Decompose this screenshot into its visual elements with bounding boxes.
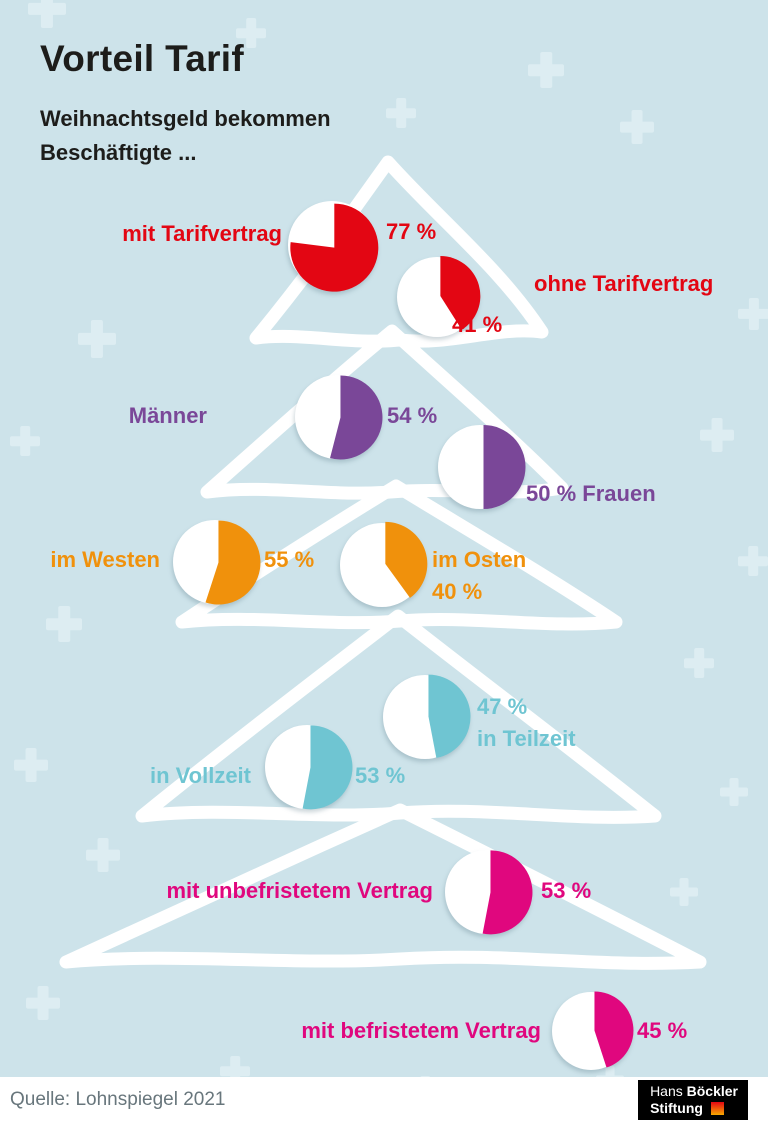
pie-value: 53 % bbox=[355, 763, 406, 788]
footer: Quelle: Lohnspiegel 2021 Hans Böckler St… bbox=[0, 1077, 768, 1123]
pie-value: 45 % bbox=[637, 1018, 688, 1043]
pie-chart-3 bbox=[438, 425, 526, 509]
logo-line-2: Stiftung bbox=[650, 1100, 738, 1117]
logo-color-mark-icon bbox=[710, 1102, 724, 1115]
pie-chart-6 bbox=[383, 674, 471, 759]
pie-chart-2 bbox=[295, 375, 383, 460]
pie-value: 54 % bbox=[387, 403, 438, 428]
pie-value: 53 % bbox=[541, 878, 592, 903]
pie-slice bbox=[385, 521, 428, 598]
logo-line-1: Hans Böckler bbox=[650, 1083, 738, 1100]
logo-word-boeckler: Böckler bbox=[686, 1083, 738, 1099]
pie-chart-0 bbox=[288, 201, 379, 292]
header: Vorteil Tarif Weihnachtsgeld bekommen Be… bbox=[40, 38, 331, 170]
pie-label: in Teilzeit bbox=[477, 726, 576, 751]
pie-slice bbox=[428, 674, 471, 758]
pie-chart-1 bbox=[397, 256, 481, 337]
pie-value-and-label: 50 % Frauen bbox=[526, 481, 656, 507]
pie-slice bbox=[330, 375, 383, 460]
logo-word-stiftung: Stiftung bbox=[650, 1100, 703, 1116]
pie-slice bbox=[483, 425, 526, 509]
pie-label: im Osten bbox=[432, 547, 527, 572]
pie-slice bbox=[482, 850, 533, 935]
source-text: Quelle: Lohnspiegel 2021 bbox=[10, 1089, 226, 1110]
pie-slice bbox=[290, 203, 379, 292]
logo-word-hans: Hans bbox=[650, 1083, 683, 1099]
pie-chart-5 bbox=[340, 521, 428, 607]
pie-label: mit unbefristetem Vertrag bbox=[166, 878, 433, 903]
pie-slice bbox=[594, 991, 634, 1068]
pie-value: 55 % bbox=[264, 547, 315, 572]
pie-label: Frauen bbox=[582, 481, 656, 506]
pie-label: in Vollzeit bbox=[149, 763, 251, 788]
pie-value: 41 % bbox=[452, 312, 503, 337]
pie-chart-4 bbox=[173, 520, 261, 605]
pie-value: 77 % bbox=[386, 219, 437, 244]
pie-value: 47 % bbox=[477, 694, 528, 719]
pie-slice bbox=[302, 725, 353, 810]
pie-chart-8 bbox=[445, 850, 533, 935]
subtitle-line-2: Beschäftigte ... bbox=[40, 140, 197, 165]
pie-label: ohne Tarifvertrag bbox=[534, 271, 714, 296]
pie-slice bbox=[205, 520, 261, 605]
pie-chart-7 bbox=[265, 725, 353, 810]
page-subtitle: Weihnachtsgeld bekommen Beschäftigte ... bbox=[40, 102, 331, 170]
pie-value: 40 % bbox=[432, 579, 483, 604]
pie-label: im Westen bbox=[50, 547, 160, 572]
pie-slice bbox=[440, 256, 481, 330]
pie-label: mit befristetem Vertrag bbox=[301, 1018, 541, 1043]
pie-label: mit Tarifvertrag bbox=[122, 221, 282, 246]
subtitle-line-1: Weihnachtsgeld bekommen bbox=[40, 106, 331, 131]
pie-label: Männer bbox=[128, 403, 207, 428]
pie-value: 50 % bbox=[526, 481, 577, 506]
pie-chart-9 bbox=[552, 991, 634, 1070]
page-title: Vorteil Tarif bbox=[40, 38, 245, 79]
hans-boeckler-stiftung-logo: Hans Böckler Stiftung bbox=[638, 1080, 748, 1120]
